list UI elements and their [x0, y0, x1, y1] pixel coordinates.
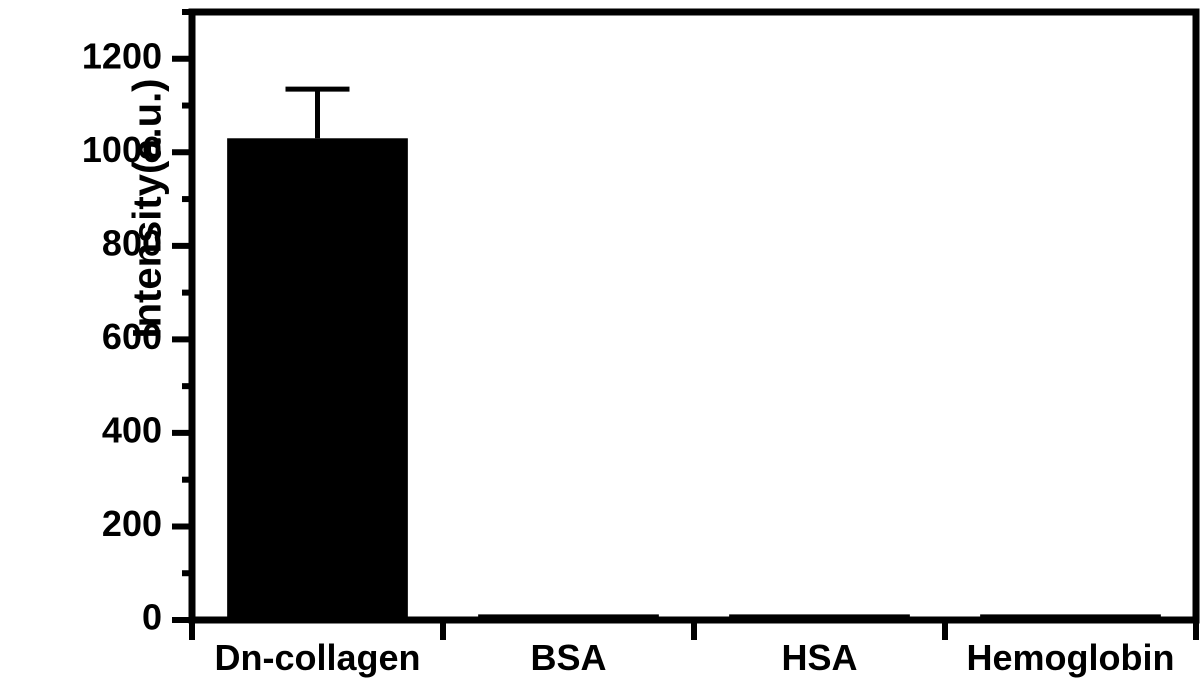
x-category-label: HSA — [781, 637, 857, 678]
bar-chart: 020040060080010001200Dn-collagenBSAHSAHe… — [0, 0, 1200, 698]
bar — [478, 614, 659, 620]
bar — [227, 138, 408, 620]
chart-svg: 020040060080010001200Dn-collagenBSAHSAHe… — [0, 0, 1200, 698]
x-category-label: Dn-collagen — [214, 637, 420, 678]
bar — [729, 614, 910, 620]
x-category-label: Hemoglobin — [967, 637, 1175, 678]
y-axis-title: Intensity(a.u.) — [125, 78, 170, 338]
y-tick-label: 1200 — [82, 35, 162, 76]
bar — [980, 614, 1161, 620]
y-tick-label: 0 — [142, 597, 162, 638]
y-tick-label: 400 — [102, 409, 162, 450]
y-tick-label: 200 — [102, 503, 162, 544]
x-category-label: BSA — [530, 637, 606, 678]
